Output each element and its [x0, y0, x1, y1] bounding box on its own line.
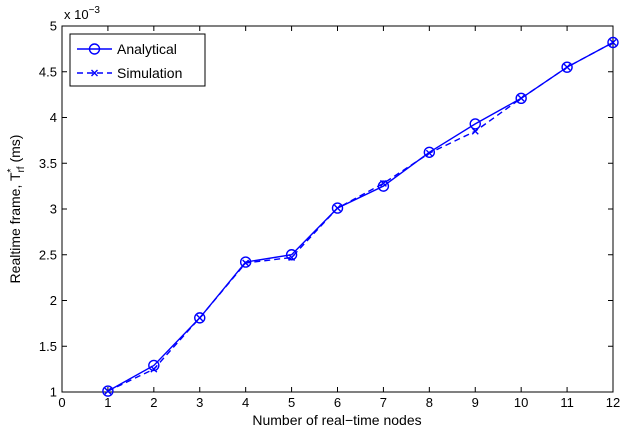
data-point-simulation [288, 254, 296, 261]
x-tick-label: 1 [104, 395, 111, 410]
series-line-simulation [107, 41, 614, 392]
data-point-simulation [425, 149, 433, 157]
data-point-analytical [194, 312, 206, 324]
x-tick-label: 0 [58, 395, 65, 410]
series-line-analytical [107, 41, 614, 392]
data-point-simulation [563, 63, 571, 71]
y-axis-label-sup: * [6, 168, 17, 172]
data-point-analytical [561, 61, 573, 73]
y-scale-exponent: −3 [89, 5, 101, 16]
data-point-analytical [239, 256, 252, 268]
y-tick-label: 5 [50, 19, 57, 34]
data-point-simulation [471, 127, 479, 135]
data-point-simulation [242, 259, 250, 267]
x-axis-label: Number of real−time nodes [252, 412, 421, 428]
x-tick-label: 9 [472, 395, 479, 410]
data-point-analytical [515, 92, 527, 104]
y-tick-label: 2 [50, 293, 57, 308]
y-scale-label: x 10−3 [64, 5, 100, 22]
y-scale-base: x 10 [64, 7, 89, 22]
data-point-simulation [334, 204, 341, 212]
x-tick-label: 8 [426, 395, 433, 410]
legend-label-analytical: Analytical [117, 41, 177, 57]
series-layer [102, 36, 619, 397]
data-point-simulation [379, 179, 387, 187]
data-point-analytical [285, 249, 298, 261]
data-point-analytical [423, 146, 436, 158]
data-point-simulation [150, 365, 158, 373]
x-tick-label: 11 [560, 395, 574, 410]
data-point-analytical [102, 385, 114, 397]
y-tick-label: 1.5 [39, 339, 57, 354]
legend-marker-analytical [88, 43, 101, 55]
data-point-simulation [196, 314, 204, 322]
x-tick-label: 2 [150, 395, 157, 410]
y-tick-label: 4 [50, 110, 57, 125]
y-axis-label-sub: rf [16, 166, 27, 172]
data-point-analytical [331, 202, 344, 214]
y-tick-label: 3 [50, 202, 57, 217]
data-point-simulation [609, 38, 617, 46]
y-tick-label: 4.5 [39, 64, 57, 79]
x-tick-label: 4 [242, 395, 249, 410]
data-point-simulation [104, 387, 112, 395]
y-axis-label-unit: (ms) [7, 135, 23, 167]
data-point-analytical [607, 36, 619, 49]
y-axis-label-main: Realtime frame, T [7, 172, 23, 283]
legend-label-simulation: Simulation [117, 65, 182, 81]
y-axis-label: Realtime frame, T*rf (ms) [6, 135, 27, 284]
x-tick-label: 7 [380, 395, 387, 410]
x-tick-label: 6 [334, 395, 341, 410]
x-tick-label: 5 [288, 395, 295, 410]
legend: Analytical Simulation [69, 33, 206, 87]
legend-box [69, 33, 206, 87]
x-tick-label: 10 [514, 395, 528, 410]
data-point-analytical [469, 118, 481, 130]
y-tick-label: 1 [50, 385, 57, 400]
data-point-simulation [517, 94, 525, 102]
x-tick-label: 3 [196, 395, 203, 410]
y-tick-label: 2.5 [39, 247, 57, 262]
legend-marker-simulation [91, 69, 98, 77]
x-tick-label: 12 [606, 395, 620, 410]
data-point-analytical [148, 359, 160, 372]
y-tick-label: 3.5 [39, 156, 57, 171]
